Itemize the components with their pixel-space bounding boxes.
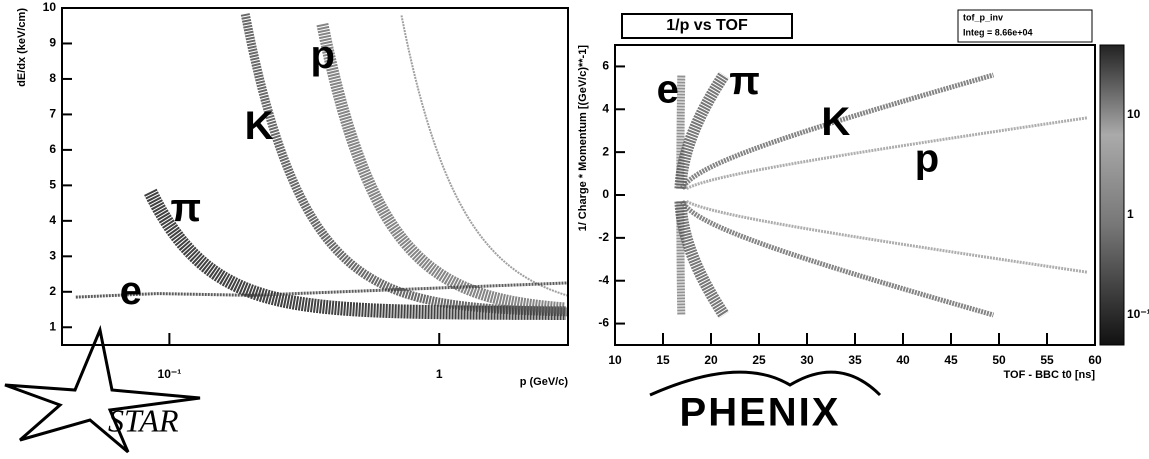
y-tick-label: 3 — [49, 248, 56, 262]
plot-frame — [61, 7, 569, 346]
colorbar-label: 10⁻¹ — [1127, 307, 1149, 321]
y-tick-label: 10 — [43, 0, 57, 14]
x-axis-label: p (GeV/c) — [520, 376, 569, 388]
y-tick-label: 8 — [49, 71, 56, 85]
particle-label: e — [120, 269, 142, 313]
stats-box — [957, 9, 1093, 43]
density-band — [316, 22, 566, 315]
x-tick-label: 10⁻¹ — [158, 367, 182, 381]
y-tick-label: 2 — [49, 284, 56, 298]
logo-text: PHENIX — [680, 391, 841, 435]
y-tick-label: 4 — [49, 213, 56, 227]
density-band — [400, 15, 569, 297]
particle-label: p — [311, 33, 335, 77]
y-tick-label: 7 — [49, 107, 56, 121]
x-tick-label: 25 — [752, 353, 766, 367]
stats-line: Integ = 8.66e+04 — [963, 27, 1033, 37]
x-tick-label: 1 — [436, 367, 443, 381]
y-tick-label: 9 — [49, 36, 56, 50]
stats-line: tof_p_inv — [963, 12, 1003, 22]
colorbar-label: 1 — [1127, 207, 1134, 221]
y-tick-label: -2 — [598, 230, 609, 244]
logo-text: STAR — [108, 402, 179, 438]
y-tick-label: 5 — [49, 178, 56, 192]
particle-label: K — [821, 100, 850, 144]
particle-label: π — [170, 186, 201, 230]
density-band — [679, 200, 995, 318]
y-axis-label: 1/ Charge * Momentum [(GeV/c)**-1] — [577, 45, 589, 232]
chart-title: 1/p vs TOF — [666, 17, 748, 34]
star-logo-shape — [4, 324, 201, 454]
x-tick-label: 55 — [1040, 353, 1054, 367]
x-tick-label: 10 — [608, 353, 622, 367]
x-tick-label: 50 — [992, 353, 1006, 367]
y-tick-label: 0 — [602, 187, 609, 201]
particle-label: K — [245, 104, 274, 148]
x-axis-label: TOF - BBC t0 [ns] — [1004, 369, 1096, 381]
title-box — [621, 13, 793, 39]
y-tick-label: 6 — [49, 142, 56, 156]
particle-label: π — [729, 59, 760, 103]
y-tick-label: -6 — [598, 316, 609, 330]
colorbar-label: 10 — [1127, 107, 1141, 121]
y-tick-label: -4 — [598, 273, 609, 287]
y-tick-label: 4 — [602, 101, 609, 115]
particle-label: p — [915, 136, 939, 180]
x-tick-label: 45 — [944, 353, 958, 367]
y-axis-label: dE/dx (keV/cm) — [16, 8, 28, 87]
density-band — [674, 71, 729, 189]
colorbar — [1099, 44, 1125, 346]
particle-label: e — [657, 68, 679, 112]
density-band — [674, 201, 729, 319]
x-tick-label: 30 — [800, 353, 814, 367]
y-tick-label: 6 — [602, 59, 609, 73]
x-tick-label: 20 — [704, 353, 718, 367]
plot-frame — [614, 44, 1096, 346]
density-band — [679, 72, 995, 190]
x-tick-label: 40 — [896, 353, 910, 367]
density-band — [685, 200, 1088, 274]
x-tick-label: 60 — [1088, 353, 1102, 367]
density-band — [144, 188, 567, 320]
density-band — [240, 13, 568, 317]
density-band — [75, 281, 569, 299]
x-tick-label: 35 — [848, 353, 862, 367]
density-band — [685, 116, 1088, 190]
y-tick-label: 2 — [602, 144, 609, 158]
x-tick-label: 15 — [656, 353, 670, 367]
phenix-logo-arc — [649, 370, 882, 397]
y-tick-label: 1 — [49, 319, 56, 333]
